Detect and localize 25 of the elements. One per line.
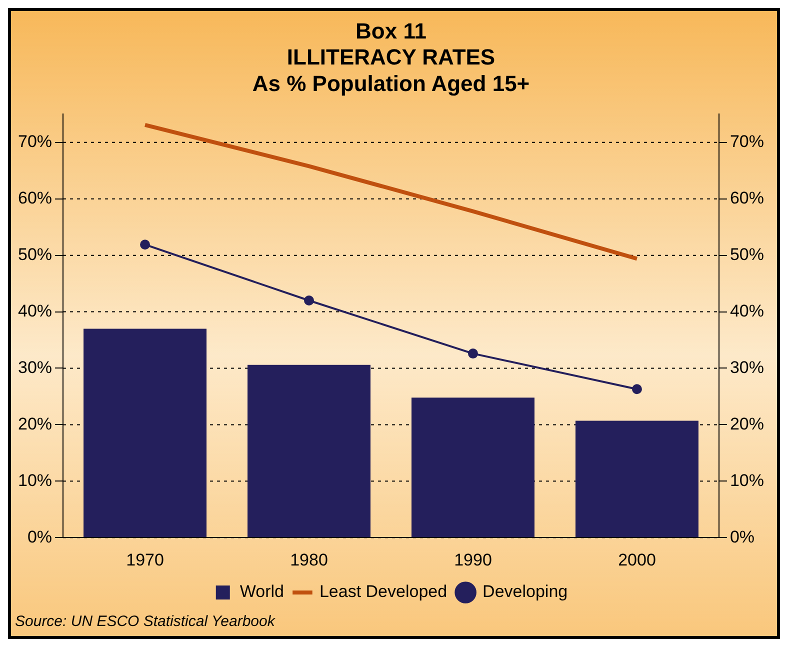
legend-label: Least Developed [319,582,448,602]
y2-tick-label: 70% [730,132,764,152]
x-tick-label: 2000 [618,550,656,570]
y-tick-label: 50% [18,245,52,264]
y-tick-label: 20% [18,414,52,434]
y-tick-label: 70% [18,132,52,152]
x-tick-label: 1990 [454,550,492,570]
legend-label: World [240,582,284,602]
y2-tick-label: 10% [730,470,764,490]
y-tick-label: 40% [18,301,52,320]
y-tick-label: 60% [18,188,52,208]
y2-tick-label: 60% [730,188,764,208]
legend-label: Developing [482,582,568,602]
y2-tick-label: 0% [730,527,755,546]
y2-tick-label: 50% [730,245,764,264]
x-tick-label: 1970 [126,550,164,570]
source-note: Source: UN ESCO Statistical Yearbook [14,612,276,632]
y2-tick-label: 40% [730,301,764,320]
y2-tick-label: 30% [730,358,764,377]
x-tick-label: 1980 [290,550,328,570]
y-tick-label: 0% [27,527,52,546]
y-tick-label: 10% [18,470,52,490]
y-tick-label: 30% [18,358,52,377]
y2-tick-label: 20% [730,414,764,434]
chart-title: Box 11 ILLITERACY RATES As % Population Aged 15+ [252,18,530,96]
